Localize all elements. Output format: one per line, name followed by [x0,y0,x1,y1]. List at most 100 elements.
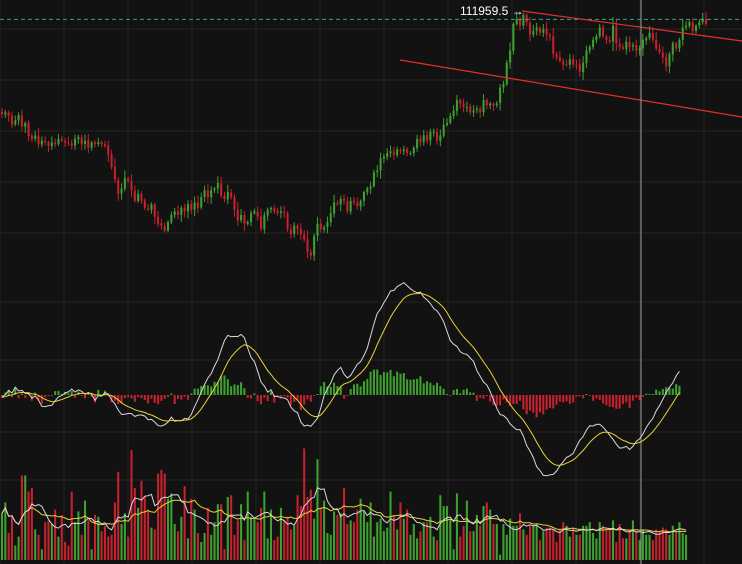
candle-down [289,224,292,239]
macd-bar-negative [602,395,605,404]
candle-up [173,207,176,219]
candle-up [512,22,515,55]
macd-bar-positive [339,386,342,395]
volume-bar-up [532,525,535,560]
macd-bar-positive [233,384,236,395]
volume-bar-up [625,538,628,560]
candle-body [419,138,422,143]
candle-up [386,148,389,161]
macd-bar-negative [107,395,110,397]
volume-bar-up [449,518,452,560]
volume-bar-up [313,518,316,560]
volume-bar-down [459,536,462,560]
candle-body [54,142,57,145]
macd-bar-negative [263,395,266,398]
volume-bar-up [432,536,435,560]
candle-up [588,44,591,54]
macd-bar-positive [226,379,229,395]
macd-bar-negative [40,395,43,404]
volume-bar-down [60,515,63,560]
volume-bar-up [575,534,578,560]
candle-down [406,147,409,157]
macd-bar-positive [671,388,674,395]
candle-down [0,107,4,119]
macd-bar-positive [426,381,429,395]
volume-bar-up [495,524,498,560]
candle-body [512,23,515,51]
volume-bar-down [299,506,302,560]
volume-ma-long-line [1,499,687,533]
candle-body [100,141,103,145]
candle-up [40,136,43,148]
macd-bar-positive [253,393,256,395]
candle-body [123,177,126,189]
macd-bar-positive [429,382,432,395]
candle-body [140,193,143,201]
macd-bar-negative [519,395,522,401]
volume-bar-up [226,497,229,560]
volume-bar-down [655,529,658,560]
macd-bar-positive [269,391,273,395]
candle-up [200,192,203,210]
candle-body [269,207,273,210]
candle-body [186,204,189,212]
candle-up [269,206,273,213]
candle-up [210,186,213,204]
volume-bar-up [678,522,681,560]
candle-up [246,220,249,226]
macd-bar-negative [562,395,565,403]
volume-bar-down [309,489,312,560]
candle-body [30,135,33,139]
volume-bar-up [167,498,170,560]
macd-bar-negative [110,395,113,403]
macd-bar-positive [200,385,203,395]
macd-bar-negative [50,395,53,397]
candle-down [196,195,199,213]
volume-bar-down [615,542,618,560]
candle-body [150,204,153,210]
candle-down [558,50,561,63]
candle-up [678,37,681,52]
volume-bar-up [203,533,206,560]
candle-up [502,80,505,93]
candle-up [495,101,498,108]
macd-bar-positive [349,388,352,395]
candle-down [206,184,209,204]
candle-up [449,112,452,125]
candle-up [455,94,458,116]
volume-bar-up [213,522,216,560]
volume-bar-down [103,525,106,560]
volume-bar-up [588,522,591,560]
candle-body [469,106,472,113]
candle-body [326,222,329,227]
candle-body [588,46,591,51]
macd-bar-negative [641,395,644,397]
volume-bar-up [685,534,688,560]
macd-bar-positive [196,388,199,395]
candle-body [243,215,246,224]
candle-down [47,140,50,152]
macd-bar-negative [133,395,136,402]
volume-bar-up [0,513,4,560]
candle-up [266,207,269,221]
macd-bar-negative [535,395,538,418]
volume-bar-down [572,527,575,560]
macd-bar-positive [20,393,23,395]
macd-bar-positive [452,389,455,395]
volume-bar-up [216,504,219,560]
volume-bar-down [54,509,57,560]
macd-bar-negative [176,395,180,399]
volume-bar-up [522,529,525,560]
volume-bar-up [173,524,176,560]
candle-up [585,45,588,69]
candle-up [333,194,336,218]
volume-bar-up [442,506,445,560]
candle-body [14,120,17,125]
volume-bar-down [675,531,678,560]
candle-body [67,142,70,144]
macd-bar-negative [74,395,77,398]
volume-bar-up [409,534,412,560]
candle-body [329,213,332,223]
